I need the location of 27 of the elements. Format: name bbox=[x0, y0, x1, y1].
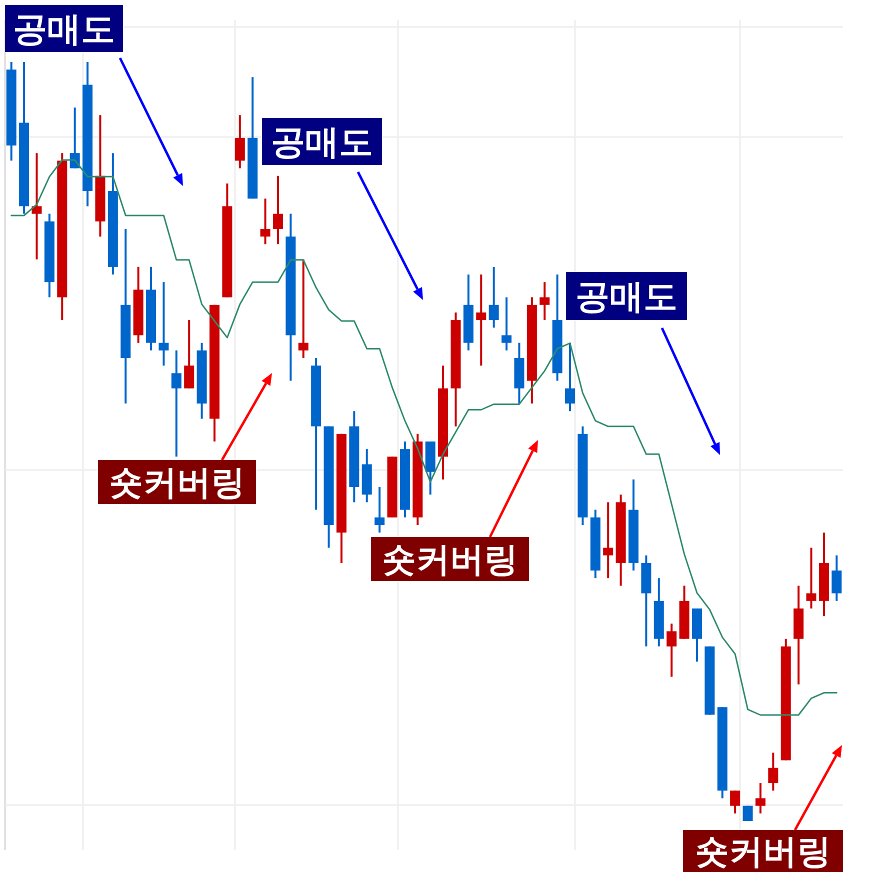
candlestick bbox=[476, 274, 486, 367]
candlestick bbox=[184, 319, 194, 390]
annotation: 숏커버링 bbox=[109, 463, 245, 503]
text: 숏커버링 bbox=[695, 832, 831, 872]
candlestick bbox=[502, 296, 512, 352]
candlestick bbox=[666, 622, 677, 678]
candlestick bbox=[260, 198, 270, 246]
candlestick bbox=[158, 281, 169, 367]
candlestick bbox=[540, 281, 550, 322]
candlestick bbox=[272, 174, 283, 246]
candlestick bbox=[806, 546, 816, 610]
candlestick bbox=[755, 782, 766, 814]
candlestick bbox=[234, 114, 245, 170]
candlestick bbox=[730, 790, 740, 814]
candlestick bbox=[768, 752, 778, 792]
annotation: 공매도 bbox=[271, 122, 373, 162]
candlestick bbox=[171, 349, 182, 458]
candlestick bbox=[832, 554, 842, 602]
annotation: 공매도 bbox=[576, 277, 678, 317]
candlestick bbox=[565, 342, 576, 412]
candlestick bbox=[32, 152, 42, 260]
candlestick bbox=[603, 501, 614, 580]
candlestick bbox=[488, 266, 499, 329]
annotation: 숏커버링 bbox=[382, 540, 518, 580]
candlestick bbox=[298, 258, 308, 360]
candlestick bbox=[374, 486, 385, 534]
text: 공매도 bbox=[13, 10, 115, 50]
